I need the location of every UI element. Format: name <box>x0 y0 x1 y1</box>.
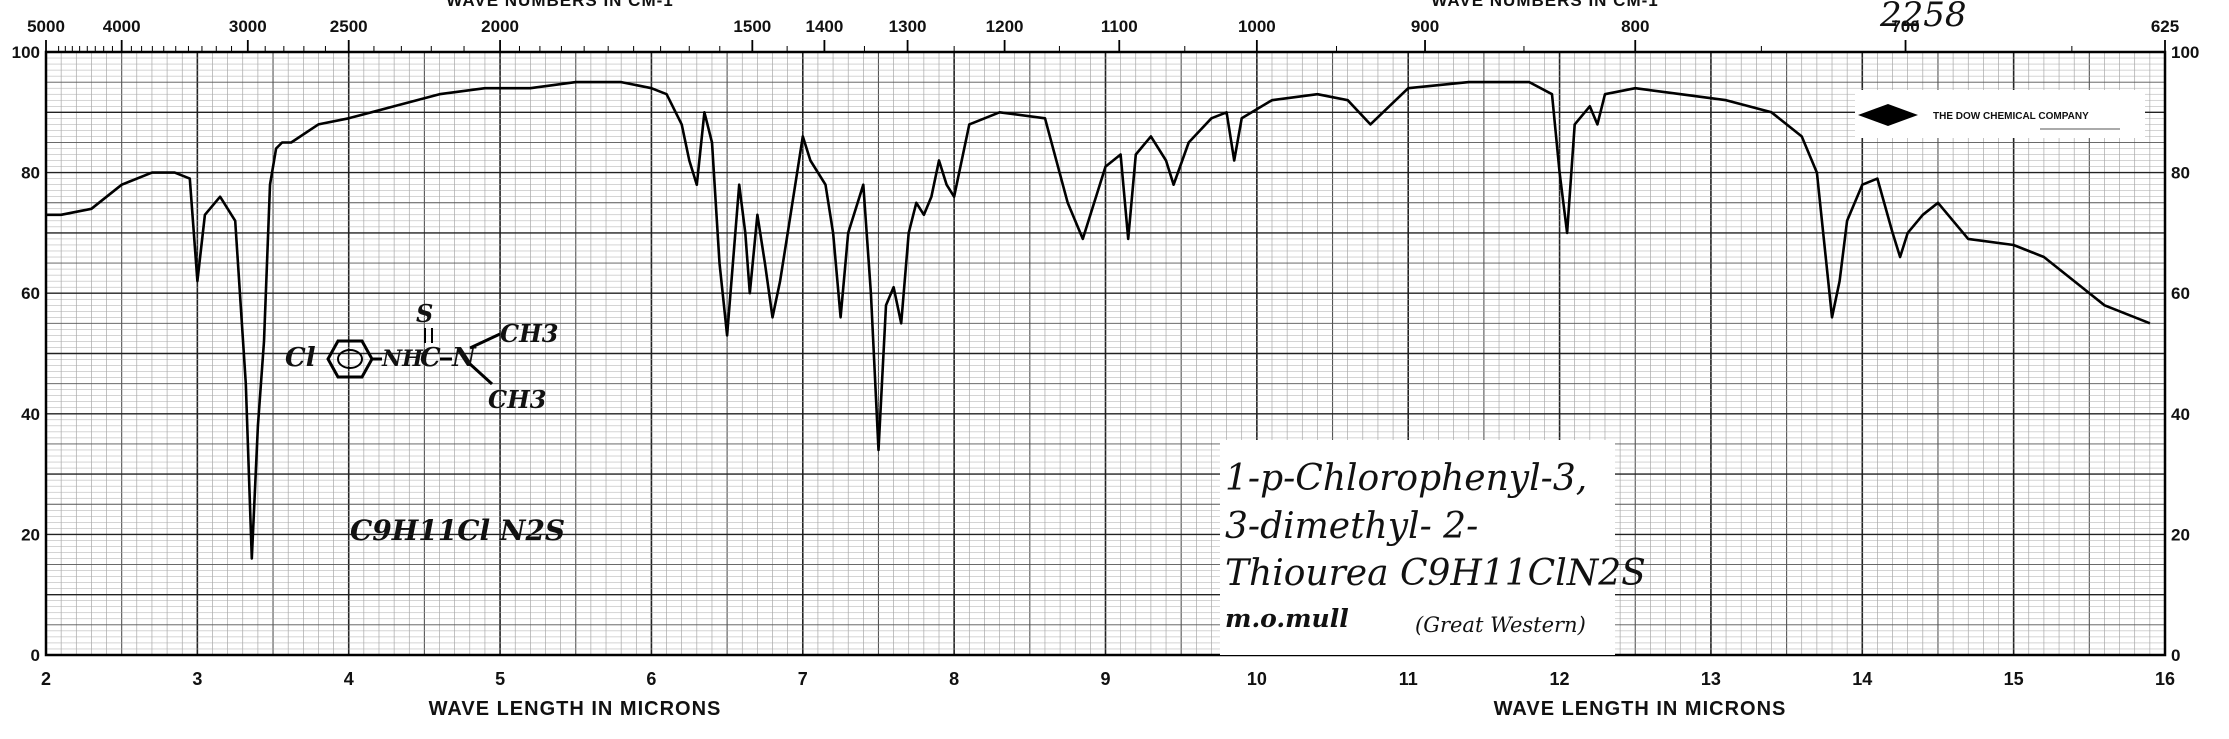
compound-label: 1-p-Chlorophenyl-3, 3-dimethyl- 2- Thiou… <box>1220 440 1646 655</box>
x-tick-label: 12 <box>1550 669 1570 689</box>
diamond-icon <box>1858 104 1918 126</box>
x-tick-label: 4 <box>344 669 354 689</box>
wavenumber-tick-label: 1400 <box>805 17 843 36</box>
wavenumber-tick-label: 700 <box>1891 17 1919 36</box>
wavenumber-tick-label: 2500 <box>330 17 368 36</box>
structure-label-ch3-bottom: CH3 <box>488 385 546 414</box>
formula-left: C9H11Cl N2S <box>350 514 565 547</box>
structure-drawing: Cl NH C S N CH3 CH3 <box>285 299 558 414</box>
wavenumber-tick-label: 800 <box>1621 17 1649 36</box>
y-tick-label-left: 100 <box>12 43 40 62</box>
catalog-number: 2258 <box>1879 0 1967 35</box>
x-tick-label: 15 <box>2004 669 2024 689</box>
y-tick-label-right: 40 <box>2171 405 2190 424</box>
logo-box: THE DOW CHEMICAL COMPANY <box>1855 90 2145 138</box>
y-tick-label-left: 80 <box>21 164 40 183</box>
x-tick-label: 7 <box>798 669 808 689</box>
structure-label-cl: Cl <box>285 343 316 373</box>
x-tick-label: 11 <box>1399 669 1418 689</box>
wavenumber-tick-label: 1300 <box>889 17 927 36</box>
structure-label-c: C <box>420 343 441 373</box>
wavenumber-tick-label: 1200 <box>986 17 1024 36</box>
x-tick-label: 14 <box>1852 669 1872 689</box>
source-text: (Great Western) <box>1415 613 1586 637</box>
y-tick-label-right: 60 <box>2171 284 2190 303</box>
chart-grid <box>45 51 2166 656</box>
y-tick-label-left: 40 <box>21 405 40 424</box>
y-tick-label-left: 0 <box>31 646 40 665</box>
y-tick-label-right: 100 <box>2171 43 2199 62</box>
y-tick-label-right: 80 <box>2171 164 2190 183</box>
plot-frame <box>44 50 2167 657</box>
structure-label-s: S <box>416 299 433 328</box>
top-axis-title-left: WAVE NUMBERS IN CM-1 <box>446 0 673 10</box>
x-tick-label: 8 <box>949 669 959 689</box>
y-tick-label-right: 20 <box>2171 525 2190 544</box>
logo-text: THE DOW CHEMICAL COMPANY <box>1933 111 2089 122</box>
x-tick-label: 5 <box>495 669 505 689</box>
wavenumber-tick-label: 4000 <box>103 17 141 36</box>
method-text: m.o.mull <box>1225 604 1349 633</box>
x-tick-label: 2 <box>41 669 51 689</box>
wavenumber-tick-label: 2000 <box>481 17 519 36</box>
x-tick-label: 3 <box>192 669 202 689</box>
y-tick-label-left: 60 <box>21 284 40 303</box>
y-tick-label-right: 0 <box>2171 646 2180 665</box>
x-axis-ticks: 2 3 4 5 6 7 8 9 10 11 12 13 14 15 16 <box>41 669 2175 689</box>
wavenumber-tick-label: 1000 <box>1238 17 1276 36</box>
compound-name-line1: 1-p-Chlorophenyl-3, <box>1225 458 1587 499</box>
wavenumber-tick-label: 625 <box>2151 17 2179 36</box>
wavenumber-tick-label: 1100 <box>1101 17 1138 36</box>
structure-label-ch3-top: CH3 <box>500 319 558 348</box>
wavenumber-axis-ticks: 5000 4000 3000 2500 2000 1500 1400 1300 1200 1100… <box>27 17 2179 52</box>
y-axis-ticks: 0 0 20 20 40 40 60 60 80 80 100 100 <box>12 43 2200 665</box>
wavenumber-tick-label: 3000 <box>229 17 267 36</box>
top-axis-title-right: WAVE NUMBERS IN CM-1 <box>1431 0 1658 10</box>
spectrum-line <box>46 80 2151 560</box>
compound-name-line2: 3-dimethyl- 2- <box>1225 506 1478 547</box>
y-tick-label-left: 20 <box>21 525 40 544</box>
x-tick-label: 13 <box>1701 669 1721 689</box>
x-tick-label: 10 <box>1247 669 1267 689</box>
x-axis-title-right: WAVE LENGTH IN MICRONS <box>1494 698 1787 720</box>
wavenumber-tick-label: 1500 <box>733 17 771 36</box>
x-axis-title-left: WAVE LENGTH IN MICRONS <box>429 698 722 720</box>
wavenumber-tick-label: 5000 <box>27 17 65 36</box>
x-tick-label: 6 <box>646 669 656 689</box>
compound-name-line3: Thiourea C9H11ClN2S <box>1225 553 1646 594</box>
structure-label-nh: NH <box>381 346 424 372</box>
wavenumber-tick-label: 900 <box>1411 17 1439 36</box>
x-tick-label: 9 <box>1100 669 1110 689</box>
x-tick-label: 16 <box>2155 669 2175 689</box>
